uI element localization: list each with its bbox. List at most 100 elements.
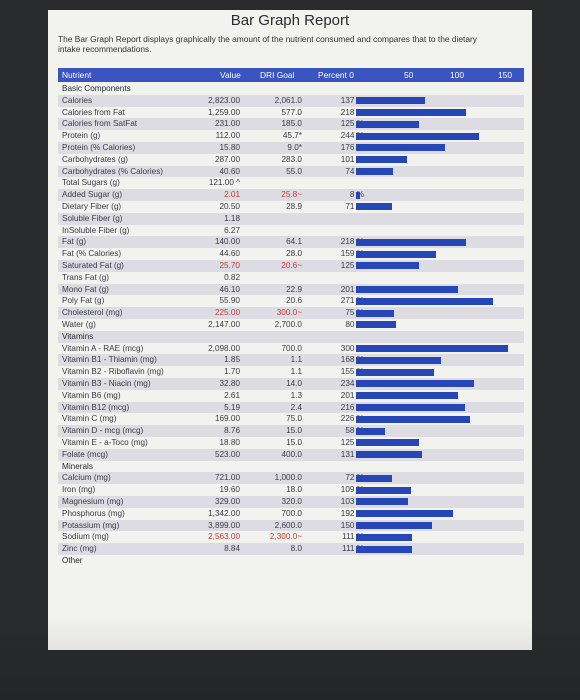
- dri-goal: 25.8~: [281, 190, 302, 200]
- table-row: Carbohydrates (% Calories) 40.60 55.0 74 %: [58, 165, 524, 178]
- percent-bar: [356, 439, 420, 447]
- nutrient-name: Fat (g): [62, 237, 87, 247]
- nutrient-name: InSoluble Fiber (g): [62, 225, 130, 235]
- nutrient-value: 2,147.00: [208, 320, 240, 329]
- percent-bar: [356, 321, 397, 329]
- nutrient-value: 1.70: [224, 367, 240, 377]
- section-label: Minerals: [62, 461, 93, 471]
- nutrient-value: 0.82: [224, 272, 240, 282]
- nutrient-value: 3,899.00: [208, 520, 240, 530]
- nutrient-name: Carbohydrates (g): [62, 154, 128, 164]
- percent-value: 71 %: [345, 202, 364, 211]
- percent-bar: [356, 510, 454, 518]
- dri-goal: 14.0: [286, 379, 302, 388]
- table-row: Added Sugar (g) 2.01 25.8~ 8 %: [58, 189, 524, 201]
- percent-bar: [356, 108, 467, 116]
- header-tick-50: 50: [404, 70, 414, 80]
- nutrient-name: Mono Fat (g): [62, 284, 109, 294]
- percent-value: 201 %: [340, 284, 364, 294]
- table-row: Fat (% Calories) 44.60 28.0 159 %: [58, 248, 524, 260]
- table-row: Vitamin B12 (mcg) 5.19 2.4 216 %: [58, 401, 524, 414]
- nutrient-name: Carbohydrates (% Calories): [62, 166, 164, 176]
- table-row: Vitamin E - a-Toco (mg) 18.80 15.0 125 %: [58, 437, 524, 449]
- percent-value: 226 %: [340, 414, 364, 424]
- percent-value: 137 %: [340, 95, 364, 105]
- nutrient-name: Vitamin D - mcg (mcg): [62, 426, 144, 436]
- header-tick-150: 150: [498, 70, 512, 80]
- dri-goal: 20.6~: [281, 261, 302, 270]
- percent-value: 109 %: [340, 485, 364, 495]
- percent-value: 58 %: [345, 426, 364, 436]
- section-row: Basic Components: [58, 83, 524, 95]
- nutrient-name: Vitamin B12 (mcg): [62, 402, 130, 412]
- nutrient-name: Vitamin C (mg): [62, 414, 117, 424]
- nutrient-value: 25.70: [219, 261, 241, 270]
- nutrient-value: 8.84: [224, 544, 240, 554]
- percent-bar: [356, 451, 423, 459]
- percent-value: 234 %: [340, 379, 364, 388]
- header-percent: Percent 0: [318, 70, 354, 80]
- table-row: Vitamin C (mg) 169.00 75.0 226 %: [58, 413, 524, 425]
- percent-bar: [356, 297, 494, 305]
- nutrient-value: 20.50: [219, 202, 241, 211]
- percent-bar: [356, 262, 420, 270]
- dri-goal: 700.0: [281, 508, 303, 518]
- nutrient-value: 523.00: [214, 449, 240, 459]
- dri-goal: 2,700.0: [274, 320, 302, 329]
- percent-bar: [356, 120, 420, 128]
- percent-bar: [356, 356, 441, 364]
- nutrient-value: 19.60: [219, 485, 241, 495]
- nutrient-name: Vitamin B3 - Niacin (mg): [62, 379, 151, 388]
- nutrient-name: Calcium (mg): [62, 473, 111, 483]
- table-row: Dietary Fiber (g) 20.50 28.9 71 %: [58, 201, 524, 213]
- nutrient-name: Phosphorus (mg): [62, 508, 125, 518]
- table-header: Nutrient Value DRI Goal Percent 0 50 100…: [58, 68, 524, 82]
- percent-bar: [356, 368, 435, 376]
- header-nutrient: Nutrient: [62, 70, 92, 80]
- nutrient-name: Soluble Fiber (g): [62, 213, 123, 223]
- table-row: Cholesterol (mg) 225.00 300.0~ 75 %: [58, 307, 524, 319]
- nutrient-name: Sodium (mg): [62, 532, 109, 542]
- table-row: Trans Fat (g) 0.82: [58, 272, 524, 284]
- nutrient-name: Added Sugar (g): [62, 190, 123, 200]
- table-row: Protein (% Calories) 15.80 9.0* 176 %: [58, 142, 524, 154]
- percent-bar: [356, 392, 458, 400]
- nutrient-name: Trans Fat (g): [62, 272, 110, 282]
- percent-value: 125 %: [340, 261, 364, 270]
- percent-bar: [356, 203, 392, 211]
- nutrient-value: 2,563.00: [208, 532, 240, 542]
- percent-bar: [356, 238, 467, 246]
- percent-value: 72 %: [345, 473, 364, 483]
- table-row: Vitamin B1 - Thiamin (mg) 1.85 1.1 168 %: [58, 354, 524, 367]
- dri-goal: 2.4: [290, 402, 302, 412]
- percent-bar: [356, 97, 426, 105]
- percent-bar: [356, 191, 361, 199]
- table-row: Vitamin B2 - Riboflavin (mg) 1.70 1.1 155 %: [58, 366, 524, 378]
- percent-value: 75 %: [345, 308, 364, 318]
- nutrient-value: 46.10: [219, 284, 241, 294]
- percent-value: 192 %: [340, 508, 364, 518]
- percent-value: 300 %: [340, 343, 364, 353]
- percent-value: 80 %: [345, 320, 364, 329]
- nutrient-value: 32.80: [219, 379, 241, 388]
- percent-value: 111 %: [342, 532, 364, 542]
- section-label: Other: [62, 556, 83, 565]
- nutrient-value: 44.60: [219, 249, 241, 259]
- percent-bar: [356, 167, 394, 175]
- dri-goal: 15.0: [286, 438, 302, 447]
- nutrient-name: Vitamin A - RAE (mcg): [62, 343, 144, 353]
- nutrient-value: 231.00: [214, 119, 240, 129]
- percent-value: 218 %: [340, 107, 364, 117]
- nutrient-name: Vitamin B1 - Thiamin (mg): [62, 355, 157, 365]
- dri-goal: 75.0: [286, 414, 302, 424]
- section-row: Minerals: [58, 461, 524, 473]
- nutrient-name: Water (g): [62, 320, 96, 329]
- percent-value: 244 %: [340, 131, 364, 141]
- nutrient-value: 40.60: [219, 166, 241, 176]
- percent-bar: [356, 132, 480, 140]
- dri-goal: 55.0: [286, 166, 302, 176]
- dri-goal: 1.1: [290, 355, 302, 365]
- nutrient-value: 2,823.00: [208, 95, 240, 105]
- nutrient-value: 15.80: [219, 143, 241, 152]
- percent-bar: [356, 344, 508, 352]
